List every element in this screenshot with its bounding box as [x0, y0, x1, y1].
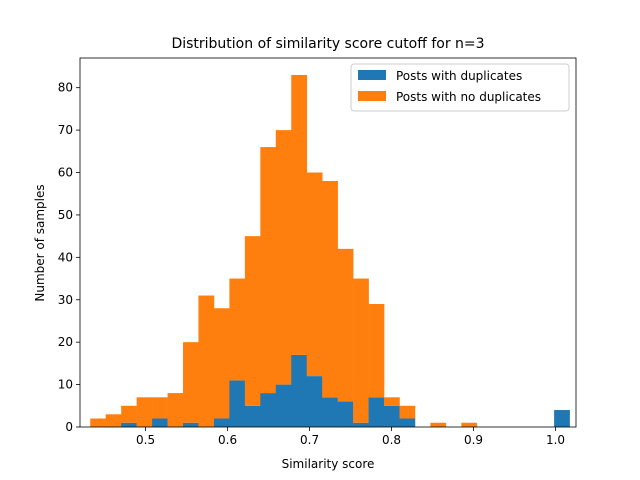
bar-no-duplicates-4: [152, 397, 168, 419]
legend-swatch: [358, 70, 386, 80]
axes-group: 0.5 0.6 0.7 0.8 0.9 1.0 0 10 20 30 40 50 60 70 80: [58, 57, 577, 447]
bar-duplicates-11: [260, 393, 277, 427]
x-axis-title: Similarity score: [282, 457, 375, 471]
bar-no-duplicates-20: [399, 405, 416, 419]
bar-duplicates-6: [183, 422, 199, 427]
legend-label: Posts with no duplicates: [396, 90, 541, 104]
bar-duplicates-14: [306, 376, 323, 427]
x-tick-label: 0.8: [382, 433, 401, 447]
bar-duplicates-16: [337, 401, 354, 427]
plot-frame: [79, 57, 577, 428]
x-tick-label: 0.6: [218, 433, 237, 447]
y-tick-label: 50: [58, 208, 73, 222]
legend-box: [350, 63, 570, 112]
bar-duplicates-2: [121, 422, 137, 427]
chart-title: Distribution of similarity score cutoff …: [171, 36, 484, 52]
bar-duplicates-15: [322, 397, 338, 427]
y-tick-label: 30: [58, 293, 73, 307]
x-tick-label: 0.7: [300, 433, 319, 447]
bar-duplicates-13: [291, 354, 308, 427]
x-tick-label: 1.0: [546, 433, 565, 447]
bar-no-duplicates-15: [322, 181, 338, 398]
y-tick-label: 40: [58, 250, 73, 264]
bar-no-duplicates-6: [183, 342, 199, 423]
bar-no-duplicates-8: [213, 308, 230, 419]
bar-no-duplicates-7: [198, 295, 215, 427]
y-tick-label: 70: [58, 123, 73, 137]
bar-no-duplicates-18: [368, 304, 385, 398]
bars-group: [90, 74, 570, 427]
bar-duplicates-20: [399, 418, 416, 427]
bar-no-duplicates-0: [90, 418, 107, 427]
bar-no-duplicates-12: [275, 130, 292, 385]
legend: Posts with duplicates Posts with no dupli…: [350, 63, 570, 112]
bar-duplicates-17: [353, 422, 369, 427]
bar-duplicates-18: [368, 397, 385, 427]
bar-duplicates-9: [229, 380, 246, 427]
bar-no-duplicates-10: [244, 236, 261, 406]
bar-no-duplicates-1: [105, 414, 122, 427]
bar-duplicates-8: [213, 418, 230, 427]
bar-no-duplicates-14: [306, 172, 323, 377]
legend-label: Posts with duplicates: [396, 69, 522, 83]
x-tick-label: 0.9: [464, 433, 483, 447]
y-axis-title: Number of samples: [33, 184, 47, 301]
legend-swatch: [358, 91, 386, 101]
bar-no-duplicates-9: [229, 278, 246, 381]
bar-no-duplicates-19: [384, 397, 400, 406]
bar-no-duplicates-17: [353, 278, 369, 423]
bar-duplicates-12: [275, 384, 292, 427]
bar-duplicates-19: [384, 405, 400, 427]
y-tick-label: 80: [58, 81, 73, 95]
bar-no-duplicates-2: [121, 405, 137, 423]
y-tick-label: 0: [65, 420, 73, 434]
bar-no-duplicates-13: [291, 74, 308, 355]
bar-no-duplicates-16: [337, 248, 354, 402]
bar-no-duplicates-11: [260, 147, 277, 394]
bar-duplicates-10: [244, 405, 261, 427]
bar-duplicates-4: [152, 418, 168, 427]
y-tick-label: 10: [58, 378, 73, 392]
bar-duplicates-30: [554, 410, 570, 427]
x-tick-label: 0.5: [136, 433, 155, 447]
y-tick-label: 60: [58, 166, 73, 180]
bar-no-duplicates-22: [430, 422, 447, 427]
bar-no-duplicates-5: [167, 393, 184, 427]
y-tick-label: 20: [58, 335, 73, 349]
bar-no-duplicates-24: [461, 422, 478, 427]
bar-no-duplicates-3: [136, 397, 153, 427]
